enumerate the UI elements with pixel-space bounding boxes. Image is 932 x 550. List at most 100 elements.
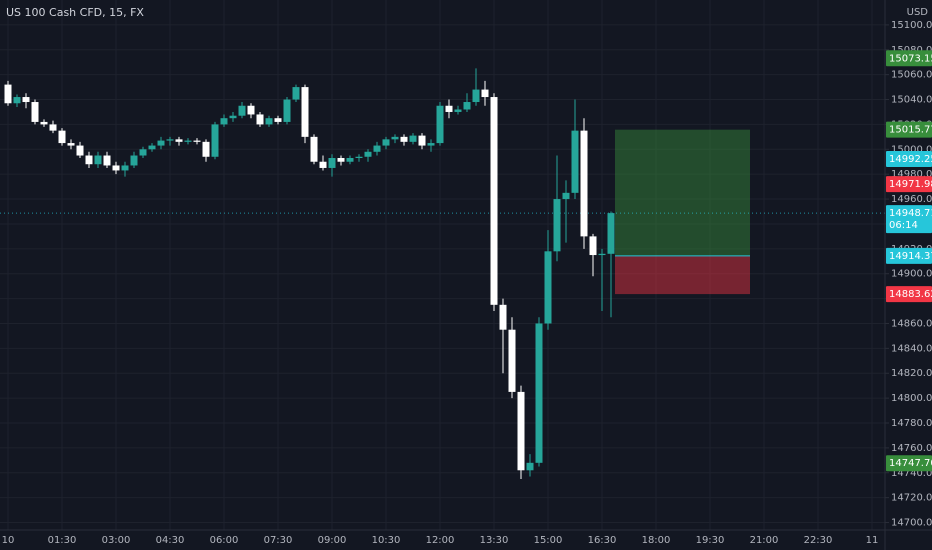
candle-body	[76, 145, 84, 156]
y-tick-label: 14980.00	[891, 169, 932, 180]
price-badge-label: 14747.70	[889, 458, 932, 469]
grid	[0, 0, 885, 530]
candle-body	[40, 121, 48, 125]
candle-body	[580, 130, 588, 237]
candle-body	[220, 118, 228, 125]
candle-body	[148, 145, 156, 150]
candle-body	[13, 97, 21, 104]
candle-body	[256, 114, 264, 125]
candle-body	[319, 161, 327, 168]
price-badge	[886, 205, 932, 234]
x-tick-label: 01:30	[48, 535, 77, 546]
candle-body	[103, 155, 111, 166]
y-tick-label: 14800.00	[891, 393, 932, 404]
x-tick-label: 16:30	[588, 535, 617, 546]
candle-body	[121, 165, 129, 171]
price-badge-label: 14992.25	[889, 154, 932, 165]
candle-body	[211, 124, 219, 157]
candle-body	[112, 165, 120, 171]
candle-body	[4, 84, 12, 104]
candle-body	[517, 391, 525, 471]
candle-body	[463, 102, 471, 110]
axes: 14700.00 14720.00 14740.00 14760.00 14780.00…	[2, 20, 932, 546]
price-badge	[886, 150, 932, 167]
candle-body	[391, 136, 399, 140]
candle-body	[364, 151, 372, 157]
price-badge-label: 14883.62	[889, 289, 932, 300]
y-tick-label: 15080.00	[891, 45, 932, 56]
candle-body	[553, 199, 561, 252]
y-tick-label: 15000.00	[891, 144, 932, 155]
x-tick-label: 09:00	[318, 535, 347, 546]
x-tick-label: 12:00	[426, 535, 455, 546]
candle-body	[22, 97, 30, 103]
candle-body	[337, 158, 345, 162]
candle-body	[157, 140, 165, 146]
candle-body	[544, 251, 552, 324]
candle-body	[598, 253, 606, 256]
candle-body	[328, 158, 336, 168]
candle-body	[265, 118, 273, 125]
y-tick-label: 14860.00	[891, 318, 932, 329]
candle-body	[139, 149, 147, 156]
countdown: 06:14	[889, 220, 918, 231]
x-tick-label: 19:30	[696, 535, 725, 546]
price-badge	[886, 455, 932, 472]
y-tick-label: 14780.00	[891, 418, 932, 429]
x-tick-label: 06:00	[210, 535, 239, 546]
candle-body	[175, 139, 183, 142]
y-tick-label: 14840.00	[891, 343, 932, 354]
x-tick-label: 18:00	[642, 535, 671, 546]
candle-body	[571, 130, 579, 193]
candle-body	[373, 145, 381, 152]
currency: USD	[907, 7, 929, 18]
candle-body	[274, 118, 282, 122]
candle-body	[499, 304, 507, 330]
price-badges: 15073.15 14992.25 14971.98 14747.70 15015.77…	[886, 50, 932, 472]
x-tick-label: 04:30	[156, 535, 185, 546]
x-tick-label: 15:00	[534, 535, 563, 546]
profit-zone	[615, 129, 750, 256]
chart-title: US 100 Cash CFD, 15, FX	[6, 6, 144, 19]
x-tick-label: 10	[2, 535, 15, 546]
candle-body	[427, 143, 435, 146]
candle-body	[283, 99, 291, 122]
price-badge-label: 14971.98	[889, 179, 932, 190]
y-tick-label: 15100.00	[891, 20, 932, 31]
price-badge	[886, 286, 932, 303]
candle-body	[607, 213, 615, 254]
price-badge	[886, 247, 932, 264]
candle-body	[409, 135, 417, 142]
price-badge	[886, 176, 932, 193]
y-tick-label: 14960.00	[891, 194, 932, 205]
candles	[4, 68, 615, 479]
y-tick-label: 15060.00	[891, 70, 932, 81]
y-tick-label: 14760.00	[891, 443, 932, 454]
candle-body	[526, 462, 534, 471]
x-tick-label: 21:00	[750, 535, 779, 546]
x-tick-label: 10:30	[372, 535, 401, 546]
candle-body	[310, 136, 318, 162]
candle-body	[247, 105, 255, 115]
x-tick-label: 03:00	[102, 535, 131, 546]
price-badge-label: 14914.37	[889, 251, 932, 262]
y-tick-label: 15040.00	[891, 95, 932, 106]
candle-body	[400, 136, 408, 142]
candle-body	[589, 236, 597, 256]
candle-body	[535, 323, 543, 463]
price-badge-label: 14948.71	[889, 208, 932, 219]
candle-body	[481, 89, 489, 98]
candle-body	[355, 156, 363, 159]
candle-body	[130, 155, 138, 166]
candle-body	[193, 140, 201, 142]
y-tick-label: 14820.00	[891, 368, 932, 379]
x-tick-label: 07:30	[264, 535, 293, 546]
candle-body	[166, 139, 174, 141]
x-tick-label: 11	[866, 535, 879, 546]
candle-body	[436, 105, 444, 144]
candle-body	[49, 124, 57, 131]
price-badge-label: 15015.77	[889, 125, 932, 136]
loss-zone	[615, 255, 750, 295]
